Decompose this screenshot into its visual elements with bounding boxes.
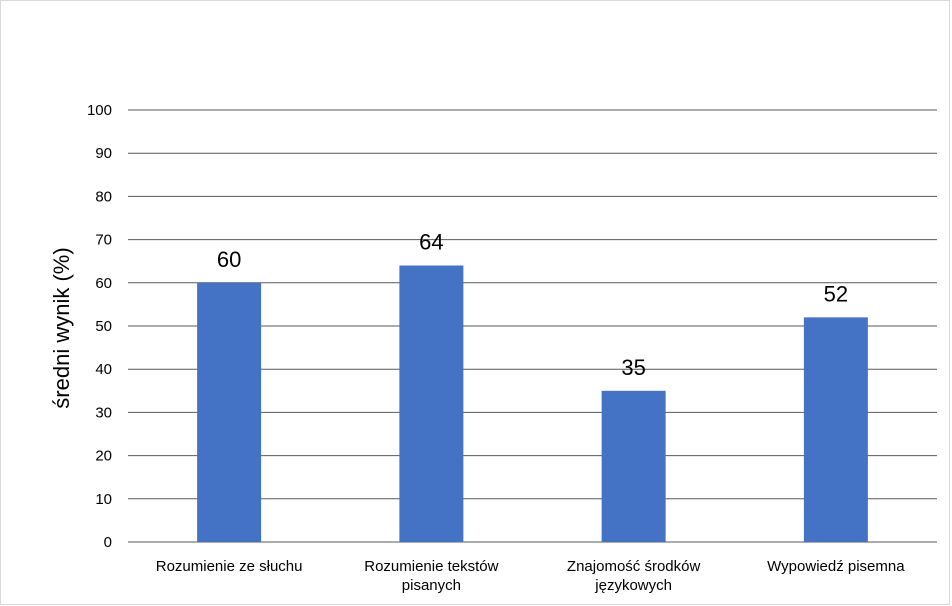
y-tick-label: 100 [87,102,112,119]
bar-value-label: 35 [621,355,645,380]
y-tick-label: 40 [95,361,112,378]
y-axis-title: średni wynik (%) [49,247,74,408]
x-category-label: Wypowiedź pisemna [767,558,905,575]
bar [803,317,868,542]
y-tick-label: 70 [95,232,112,249]
bar [399,265,464,542]
y-axis-ticks: 0 10 20 30 40 50 60 70 80 90 100 [87,102,112,551]
x-axis-categories: Rozumienie ze słuchu Rozumienie tekstów pi… [156,558,905,594]
bar-value-label: 64 [419,230,443,255]
y-tick-label: 20 [95,448,112,465]
y-tick-label: 80 [95,188,112,205]
y-tick-label: 10 [95,491,112,508]
bar [601,390,666,542]
bar-value-label: 60 [217,247,241,272]
bars [197,265,868,542]
gridlines [128,109,937,543]
y-tick-label: 90 [95,145,112,162]
y-tick-label: 30 [95,404,112,421]
bar [197,282,262,542]
data-labels: 60 64 35 52 [217,230,848,380]
x-category-label: Rozumienie ze słuchu [156,558,303,575]
x-category-label: pisanych [402,577,461,594]
bar-value-label: 52 [824,281,848,306]
y-tick-label: 50 [95,318,112,335]
y-tick-label: 60 [95,275,112,292]
y-tick-label: 0 [104,534,112,551]
x-category-label: Znajomość środków [567,558,701,575]
x-category-label: Rozumienie tekstów [364,558,498,575]
x-category-label: językowych [594,577,672,594]
